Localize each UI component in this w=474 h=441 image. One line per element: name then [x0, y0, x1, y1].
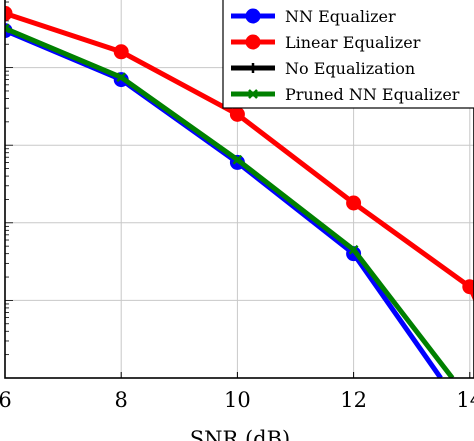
legend-label: Linear Equalizer: [285, 33, 421, 52]
data-point: [248, 89, 258, 99]
legend-label: NN Equalizer: [285, 7, 396, 26]
legend-label: No Equalization: [285, 59, 415, 78]
data-point: [248, 63, 258, 73]
legend-item: Pruned NN Equalizer: [231, 85, 460, 104]
data-point: [5, 5, 13, 21]
legend-label: Pruned NN Equalizer: [285, 85, 460, 104]
x-tick-label: 6: [0, 388, 12, 412]
data-point: [346, 195, 362, 211]
plot-frame: [4, 0, 474, 379]
legend-item: NN Equalizer: [231, 7, 396, 26]
x-tick-label: 14: [456, 388, 474, 412]
data-point: [245, 8, 261, 24]
x-tick-label: 10: [224, 388, 251, 412]
data-point: [462, 279, 474, 295]
legend-item: Linear Equalizer: [231, 33, 421, 52]
x-tick-label: 8: [115, 388, 128, 412]
x-tick-label: 12: [340, 388, 367, 412]
x-ticks: 6810121416182022: [0, 372, 474, 412]
series-line: [5, 10, 474, 303]
legend-item: No Equalization: [231, 59, 415, 78]
data-point: [113, 44, 129, 60]
x-axis-label: SNR (dB): [190, 427, 291, 441]
data-point: [245, 34, 261, 50]
data-point: [348, 244, 359, 255]
series-pruned-nn-equalizer: [5, 23, 455, 378]
y-minor-ticks: [5, 1, 13, 379]
data-point: [116, 72, 127, 83]
data-point: [229, 106, 245, 122]
data-point: [232, 154, 243, 165]
data-point: [5, 23, 10, 34]
legend: NN Equalizer Linear Equalizer No Equalizat…: [222, 0, 474, 109]
series-linear-equalizer: [5, 5, 474, 303]
